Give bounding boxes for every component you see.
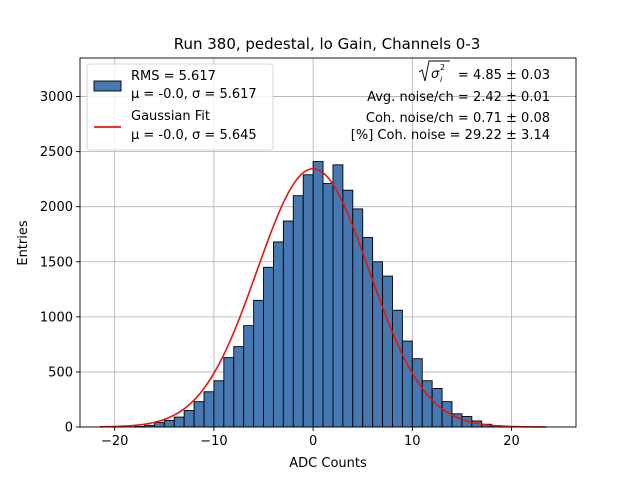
legend: RMS = 5.617 μ = -0.0, σ = 5.617 Gaussian… (86, 63, 274, 151)
histogram-bar (193, 401, 205, 428)
x-tick-label: 10 (404, 434, 421, 449)
histogram-bar (163, 419, 175, 428)
histogram-bar (173, 416, 185, 428)
histogram-bar (352, 208, 364, 428)
x-tick-label: 20 (503, 434, 520, 449)
sigma-formula: σ i 2 = 4.85 ± 0.03 (418, 60, 550, 84)
histogram-bar (263, 266, 274, 428)
histogram-bar (213, 380, 225, 428)
y-tick-label: 3000 (40, 90, 73, 105)
histogram-bar (401, 340, 413, 428)
y-tick-label: 500 (48, 365, 73, 380)
histogram-bar (342, 189, 354, 428)
y-tick-label: 2500 (40, 145, 73, 160)
sigma-subscript: i (440, 75, 443, 84)
y-tick-label: 1500 (40, 255, 73, 270)
plot-frame (79, 57, 577, 428)
sigma-superscript: 2 (440, 63, 445, 72)
legend-histogram-label: RMS = 5.617 (131, 69, 216, 84)
x-tick-label: −20 (101, 434, 128, 449)
histogram-bar (282, 220, 294, 428)
x-axis-label: ADC Counts (289, 456, 367, 471)
histogram-bar (233, 346, 245, 428)
histogram-bar (292, 195, 304, 428)
sqrt-symbol (418, 60, 450, 82)
avg-noise-text: Avg. noise/ch = 2.42 ± 0.01 (367, 90, 550, 105)
y-tick-label: 1000 (40, 310, 73, 325)
sigma-symbol: σ (431, 67, 440, 82)
histogram-bar (223, 357, 235, 428)
histogram-bar (153, 422, 165, 428)
coh-noise-percent-text: [%] Coh. noise = 29.22 ± 3.14 (351, 128, 550, 143)
x-tick-label: 0 (309, 434, 317, 449)
legend-histogram-stats: μ = -0.0, σ = 5.617 (131, 87, 257, 102)
histogram-bar (382, 275, 393, 428)
histogram-bar (253, 299, 264, 428)
coh-noise-text: Coh. noise/ch = 0.71 ± 0.08 (366, 111, 550, 126)
histogram-bar (392, 309, 403, 428)
x-tick-label: −10 (200, 434, 227, 449)
histogram-bar (421, 380, 433, 428)
histogram-bar (332, 164, 344, 428)
y-axis-label: Entries (16, 220, 31, 266)
legend-box (86, 63, 274, 151)
gaussian-fit-curve (99, 167, 547, 428)
histogram-bar (312, 161, 324, 428)
y-tick-label: 2000 (40, 200, 73, 215)
noise-annotations: σ i 2 = 4.85 ± 0.03 Avg. noise/ch = 2.42… (351, 60, 550, 143)
histogram-bar (411, 358, 423, 428)
histogram-bar (272, 241, 284, 428)
legend-histogram-swatch (93, 80, 122, 92)
legend-fit-stats: μ = -0.0, σ = 5.645 (131, 128, 257, 143)
histogram-bar (302, 174, 314, 428)
histogram-bars (134, 161, 512, 428)
histogram-bar (243, 325, 255, 428)
histogram-bar (322, 183, 334, 428)
histogram-bar (183, 410, 195, 428)
legend-fit-label: Gaussian Fit (131, 109, 210, 124)
chart-title: Run 380, pedestal, lo Gain, Channels 0-3 (174, 35, 481, 53)
sigma-total-value: = 4.85 ± 0.03 (458, 68, 550, 83)
y-tick-label: 0 (65, 421, 73, 436)
axis-ticks: −20 −10 0 10 20 0 500 1000 1500 2000 2500 3000 (40, 90, 520, 449)
histogram-bar (203, 391, 215, 428)
